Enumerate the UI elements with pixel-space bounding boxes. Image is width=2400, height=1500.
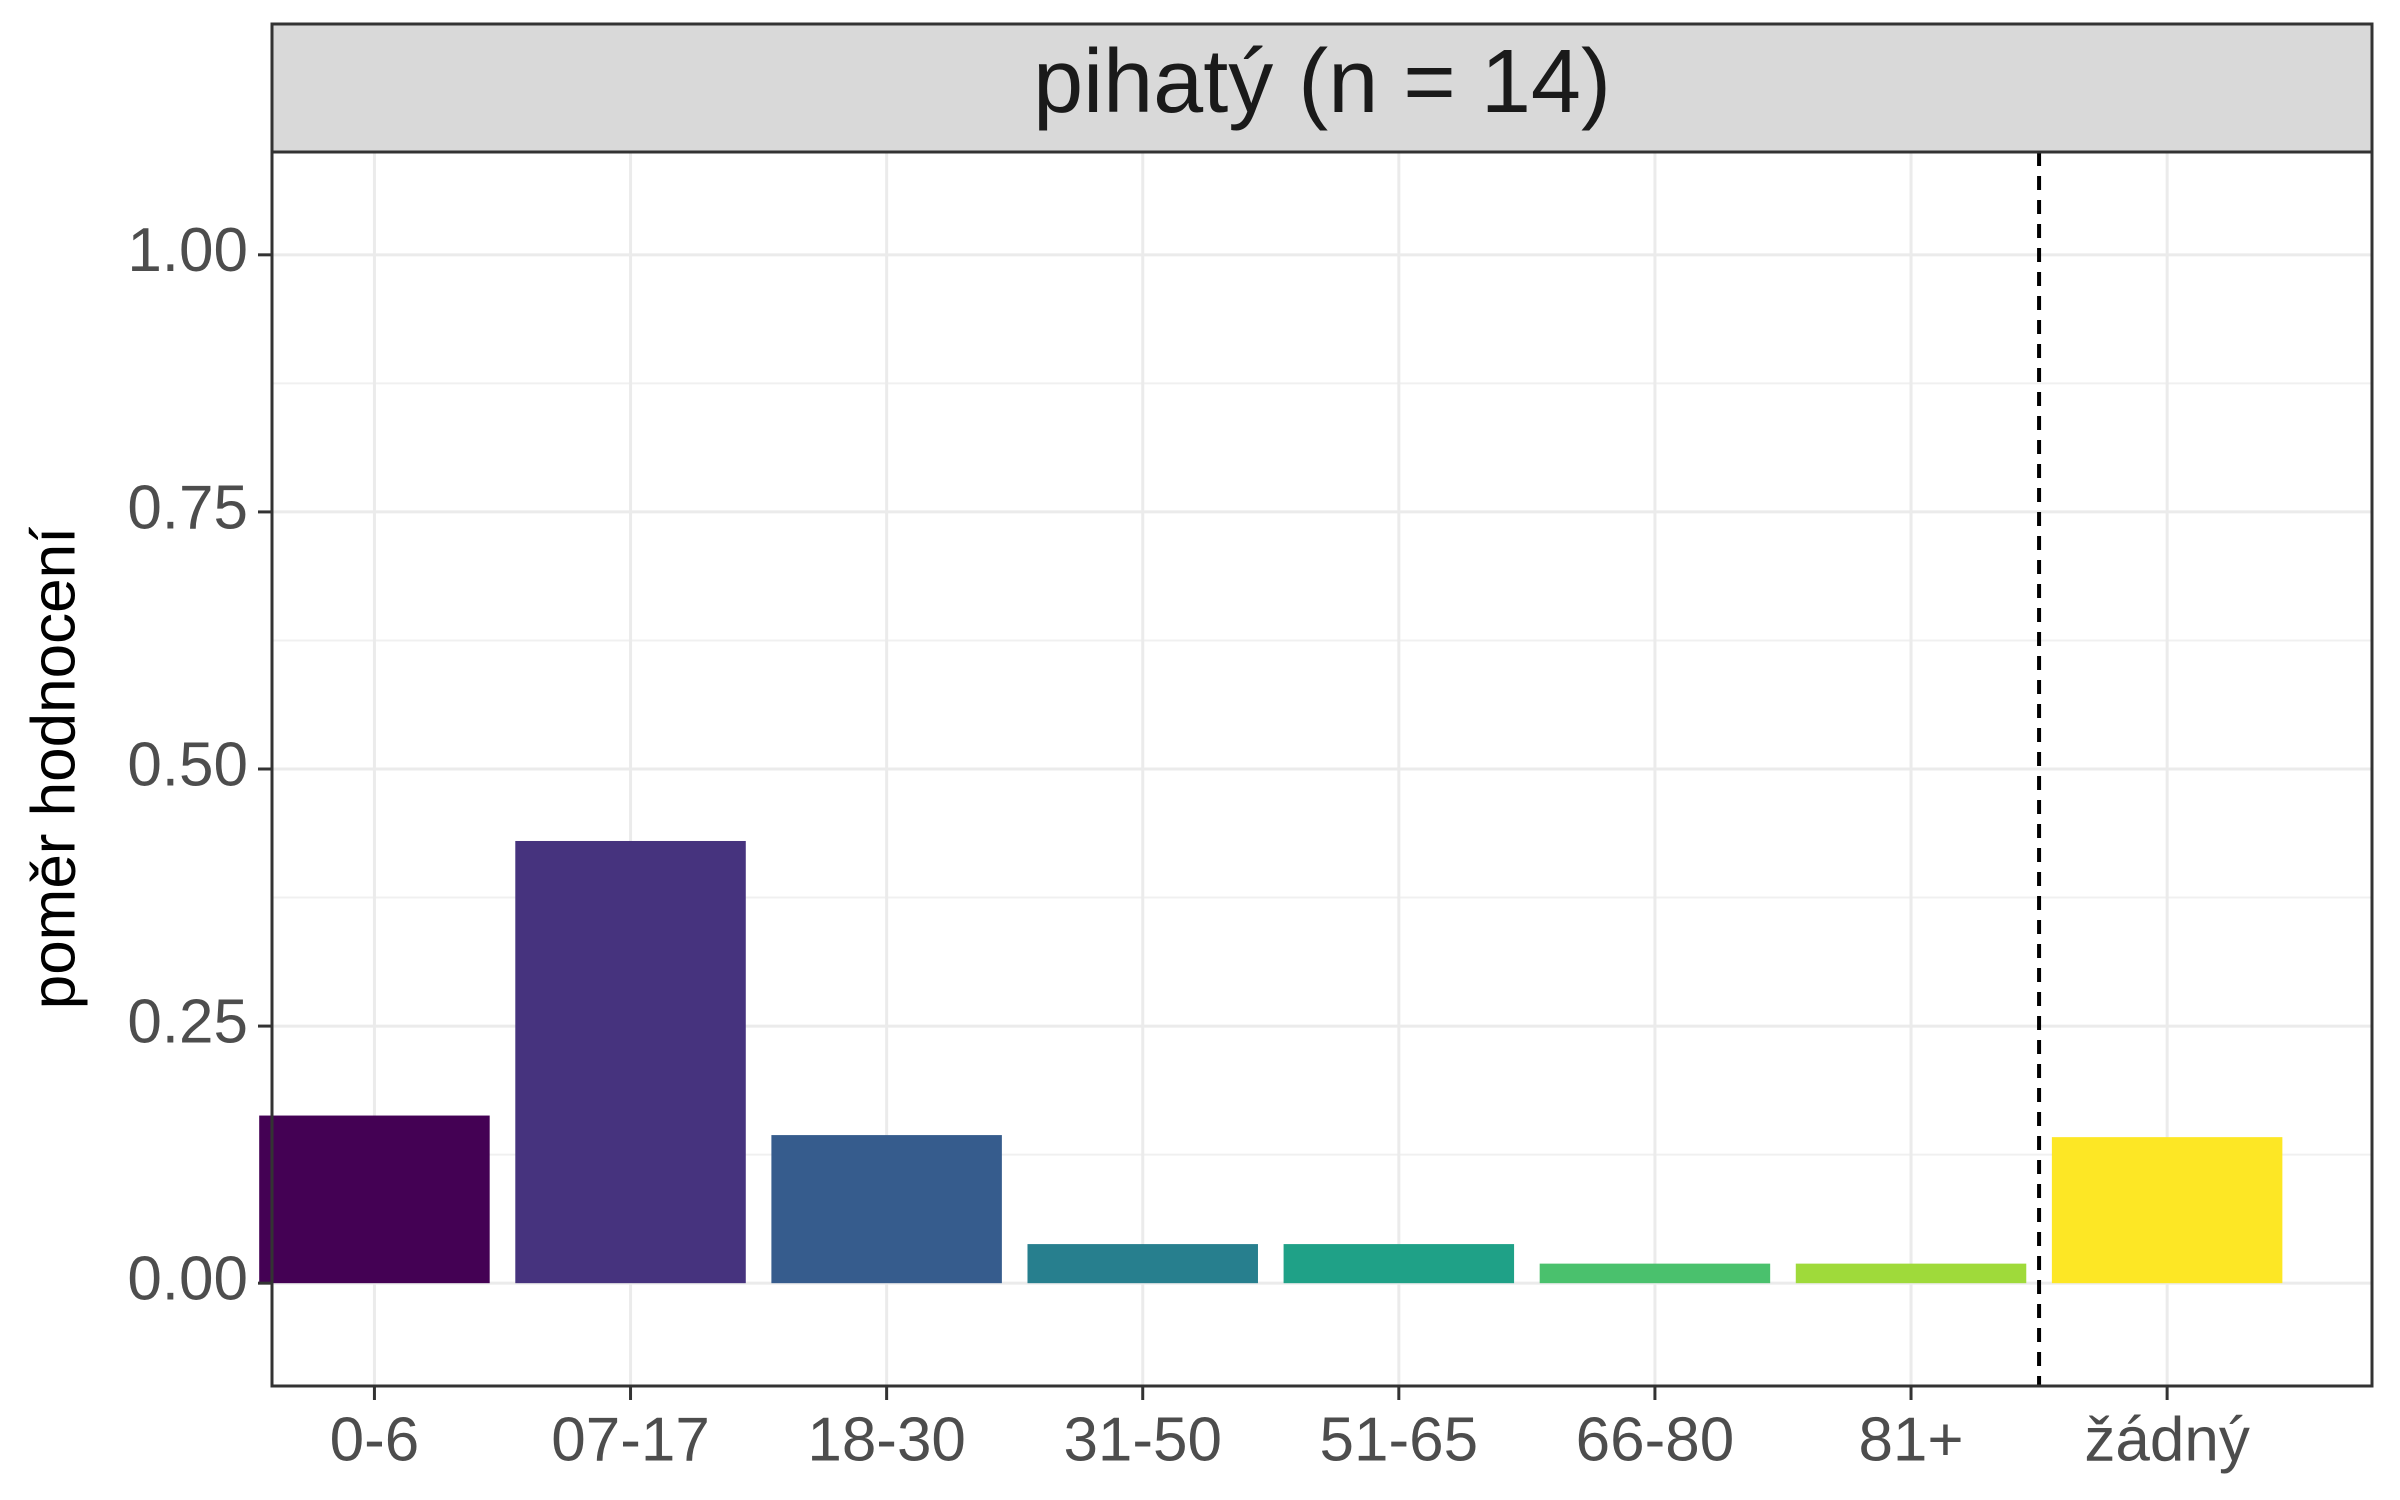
y-tick-label: 0.25 (127, 987, 248, 1056)
bar-0-6 (259, 1115, 490, 1284)
y-tick-label: 0.75 (127, 473, 248, 542)
bar-66-80 (1539, 1263, 1771, 1284)
x-tick-label: 31-50 (1063, 1405, 1222, 1474)
bars (259, 840, 2283, 1284)
bar-81+ (1795, 1263, 2027, 1284)
bar-51-65 (1283, 1244, 1515, 1284)
y-tick-label: 1.00 (127, 216, 248, 285)
x-tick-label: 07-17 (551, 1405, 710, 1474)
bar-18-30 (771, 1135, 1002, 1284)
x-axis: 0-6 07-17 18-30 31-50 51-65 66-80 81+ žádný (330, 1386, 2250, 1474)
bar-31-50 (1027, 1244, 1258, 1284)
x-tick-label: 66-80 (1576, 1405, 1735, 1474)
y-tick-label: 0.50 (127, 730, 248, 799)
x-tick-label: 0-6 (330, 1405, 420, 1474)
facet-strip-title: pihatý (n = 14) (1033, 32, 1611, 132)
bar-07-17 (515, 840, 746, 1284)
y-tick-label: 0.00 (127, 1245, 248, 1314)
y-axis: 0.00 0.25 0.50 0.75 1.00 (127, 216, 272, 1314)
x-tick-label: 18-30 (807, 1405, 966, 1474)
facet-strip (270, 22, 2374, 154)
bar-žádný (2051, 1137, 2283, 1284)
x-tick-label: žádný (2084, 1405, 2249, 1474)
x-tick-label: 81+ (1858, 1405, 1963, 1474)
x-tick-label: 51-65 (1320, 1405, 1479, 1474)
y-axis-title: poměr hodnocení (19, 527, 88, 1010)
